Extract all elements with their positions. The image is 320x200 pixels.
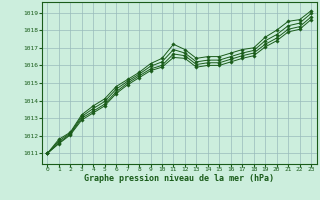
X-axis label: Graphe pression niveau de la mer (hPa): Graphe pression niveau de la mer (hPa) [84, 174, 274, 183]
